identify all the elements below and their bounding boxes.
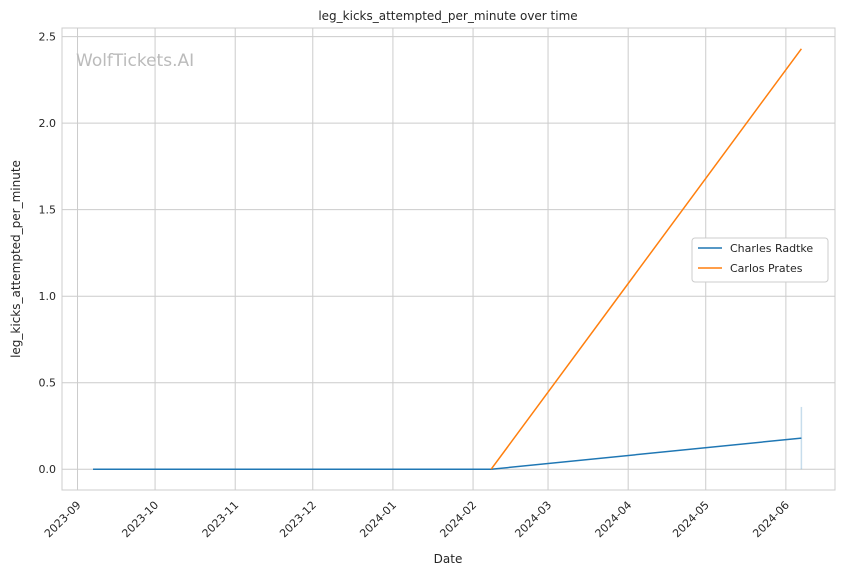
x-tick-label: 2024-05 bbox=[670, 499, 712, 541]
x-tick-label: 2024-04 bbox=[593, 499, 635, 541]
legend-box bbox=[691, 237, 829, 283]
x-tick-label: 2023-12 bbox=[277, 499, 319, 541]
y-tick-label: 1.0 bbox=[39, 290, 57, 303]
x-tick-label: 2024-01 bbox=[357, 499, 399, 541]
watermark: WolfTickets.AI bbox=[76, 51, 194, 71]
x-tick-label: 2023-10 bbox=[119, 499, 161, 541]
y-tick-label: 1.5 bbox=[39, 204, 57, 217]
plot-frame bbox=[61, 27, 836, 491]
y-tick-label: 0.0 bbox=[39, 463, 57, 476]
series-line-1 bbox=[490, 48, 802, 470]
x-axis-label: Date bbox=[434, 552, 463, 566]
x-tick-label: 2024-03 bbox=[512, 499, 554, 541]
x-tick-label: 2023-11 bbox=[200, 499, 242, 541]
x-tick-label: 2024-02 bbox=[437, 499, 479, 541]
chart-title: leg_kicks_attempted_per_minute over time bbox=[318, 9, 577, 23]
y-tick-label: 0.5 bbox=[39, 377, 57, 390]
legend-label: Charles Radtke bbox=[730, 242, 813, 255]
y-tick-label: 2.5 bbox=[39, 31, 57, 44]
y-tick-label: 2.0 bbox=[39, 117, 57, 130]
x-tick-label: 2024-06 bbox=[750, 499, 792, 541]
y-axis-label: leg_kicks_attempted_per_minute bbox=[9, 160, 23, 358]
legend: Charles Radtke Carlos Prates bbox=[691, 237, 829, 283]
series-line-0 bbox=[93, 437, 802, 470]
legend-label: Carlos Prates bbox=[730, 262, 803, 275]
x-tick-label: 2023-09 bbox=[42, 499, 84, 541]
